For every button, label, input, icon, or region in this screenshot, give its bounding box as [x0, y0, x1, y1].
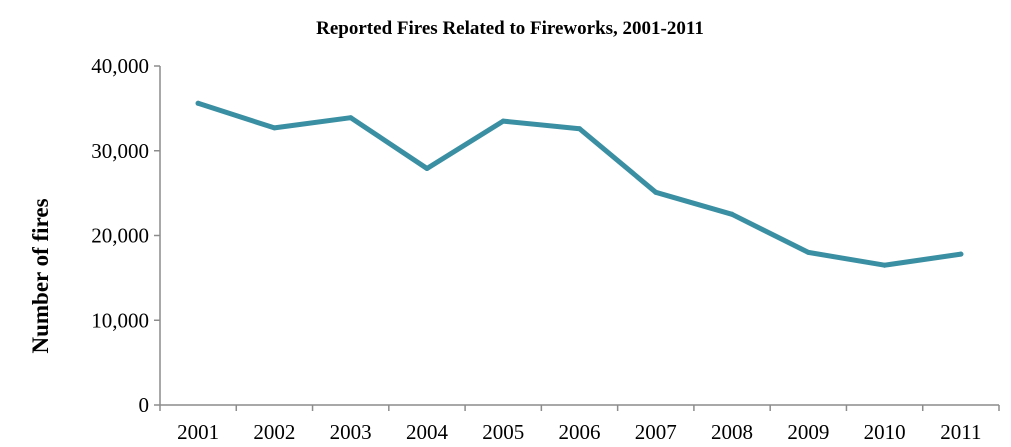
y-axis-label: Number of fires: [28, 198, 53, 353]
y-tick-label: 30,000: [91, 139, 149, 163]
x-tick-label: 2003: [330, 420, 372, 444]
data-point: [805, 249, 811, 255]
series-layer: [195, 100, 964, 268]
x-tick-label: 2005: [482, 420, 524, 444]
y-tick-label: 40,000: [91, 54, 149, 78]
x-tick-label: 2002: [253, 420, 295, 444]
y-tick-label: 20,000: [91, 224, 149, 248]
chart-title: Reported Fires Related to Fireworks, 200…: [316, 18, 704, 39]
data-point: [424, 166, 430, 171]
data-point: [653, 189, 659, 195]
data-point: [271, 125, 277, 131]
x-axis: 2001 2002 2003 2004 2005 2006 2007 2008 2009 2010…: [159, 404, 1000, 444]
x-tick-label: 2001: [177, 420, 219, 444]
data-point: [958, 251, 964, 257]
data-point: [348, 115, 354, 121]
y-tick-label: 10,000: [91, 308, 149, 332]
data-point: [882, 262, 888, 268]
data-point: [500, 118, 506, 124]
x-tick-label: 2009: [787, 420, 829, 444]
x-tick-label: 2010: [864, 420, 906, 444]
x-tick-label: 2008: [711, 420, 753, 444]
x-tick-label: 2006: [559, 420, 601, 444]
x-tick-label: 2011: [940, 420, 981, 444]
data-point: [577, 126, 582, 132]
x-tick-label: 2007: [635, 420, 677, 444]
data-point: [195, 100, 201, 106]
y-tick-label: 0: [139, 393, 150, 417]
data-point: [729, 211, 735, 217]
x-tick-label: 2004: [406, 420, 449, 444]
y-axis: 0 10,000 20,000 30,000 40,000: [91, 54, 161, 417]
